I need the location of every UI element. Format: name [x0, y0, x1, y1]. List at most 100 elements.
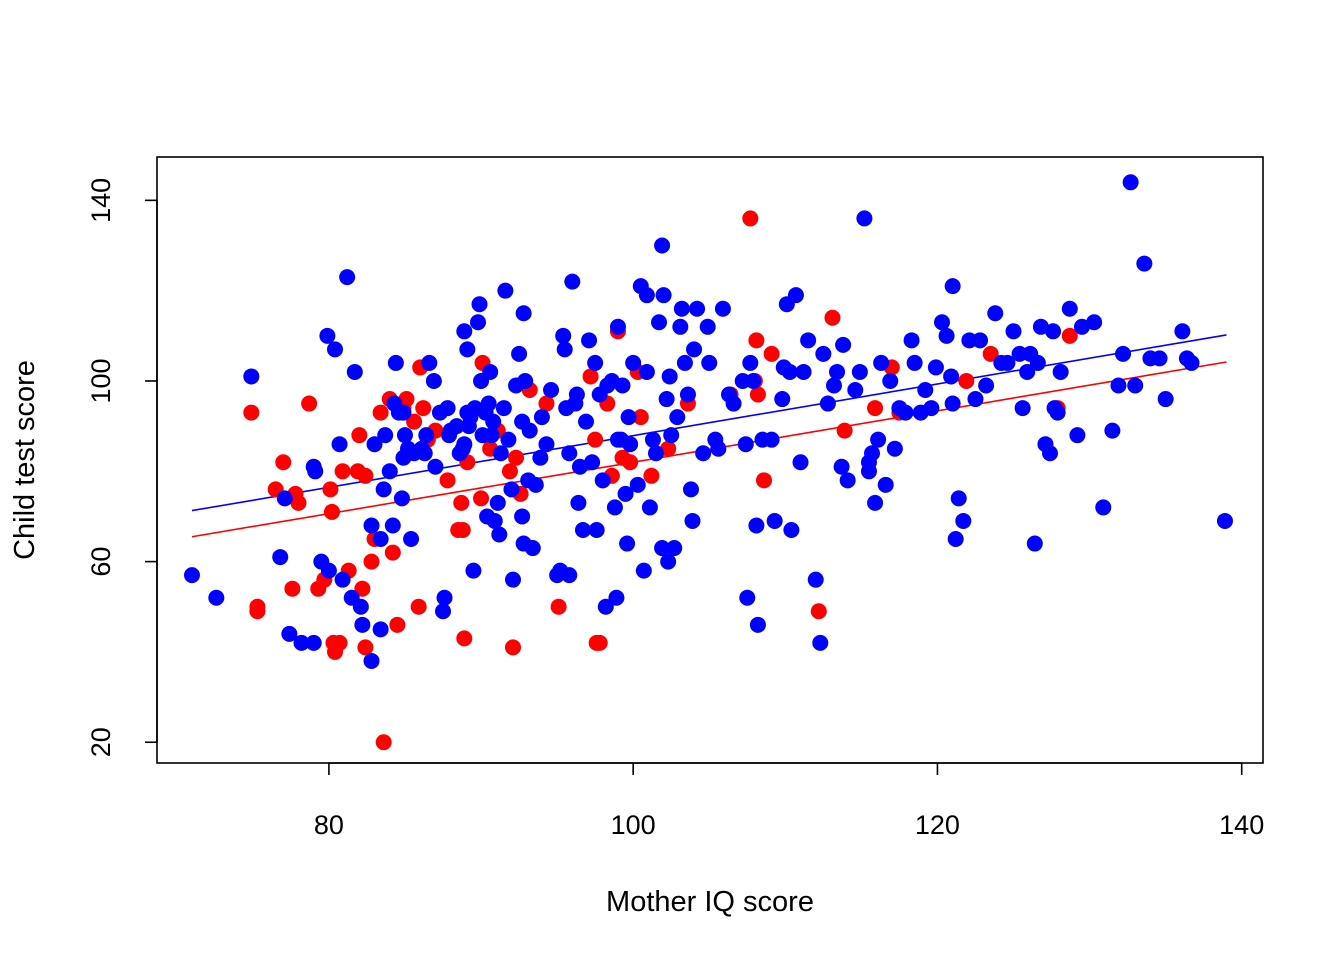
data-point [944, 395, 961, 412]
data-point [655, 287, 672, 304]
data-point [555, 327, 572, 344]
data-point [847, 382, 864, 399]
data-point [927, 359, 944, 376]
data-point [658, 391, 675, 408]
data-point [1026, 535, 1043, 552]
data-point [480, 395, 497, 412]
data-point [363, 652, 380, 669]
data-point [1019, 363, 1036, 380]
data-point [503, 481, 520, 498]
y-tick-label: 20 [86, 727, 116, 757]
data-point [381, 463, 398, 480]
data-point [351, 427, 368, 444]
data-point [856, 210, 873, 227]
data-point [538, 395, 555, 412]
data-point [923, 400, 940, 417]
data-point [672, 318, 689, 335]
data-point [614, 377, 631, 394]
data-point [543, 382, 560, 399]
data-point [676, 354, 693, 371]
data-point [641, 499, 658, 516]
data-point [587, 431, 604, 448]
data-point [972, 332, 989, 349]
data-point [574, 521, 591, 538]
data-point [673, 300, 690, 317]
data-point [1174, 323, 1191, 340]
data-point [395, 404, 412, 421]
data-point [249, 603, 266, 620]
data-point [835, 336, 852, 353]
data-point [307, 463, 324, 480]
data-point [334, 571, 351, 588]
data-point [647, 445, 664, 462]
data-point [1095, 499, 1112, 516]
x-tick-label: 80 [314, 810, 344, 840]
data-point [384, 517, 401, 534]
data-point [538, 436, 555, 453]
data-point [608, 589, 625, 606]
data-point [594, 472, 611, 489]
data-point [742, 210, 759, 227]
data-point [800, 332, 817, 349]
data-point [882, 372, 899, 389]
data-point [366, 436, 383, 453]
data-point [331, 436, 348, 453]
data-point [635, 562, 652, 579]
data-point [588, 521, 605, 538]
data-point [851, 363, 868, 380]
data-point [319, 327, 336, 344]
data-point [515, 305, 532, 322]
data-point [284, 580, 301, 597]
data-point [669, 409, 686, 426]
data-point [1045, 323, 1062, 340]
data-point [398, 391, 415, 408]
data-point [290, 494, 307, 511]
data-point [243, 368, 260, 385]
data-point [459, 341, 476, 358]
data-point [514, 508, 531, 525]
data-point [654, 540, 671, 557]
data-point [421, 354, 438, 371]
data-point [183, 567, 200, 584]
data-point [533, 409, 550, 426]
data-point [425, 372, 442, 389]
data-point [644, 431, 661, 448]
data-point [482, 363, 499, 380]
data-point [917, 382, 934, 399]
data-point [1086, 314, 1103, 331]
data-point [372, 404, 389, 421]
y-axis-label: Child test score [9, 360, 41, 560]
data-point [384, 544, 401, 561]
data-point [323, 503, 340, 520]
data-point [524, 540, 541, 557]
x-tick-label: 140 [1219, 810, 1264, 840]
data-point [695, 445, 712, 462]
data-point [1183, 354, 1200, 371]
data-point [1061, 300, 1078, 317]
data-point [346, 363, 363, 380]
data-point [867, 494, 884, 511]
data-point [1115, 345, 1132, 362]
data-point [406, 413, 423, 430]
data-point [819, 395, 836, 412]
data-point [243, 404, 260, 421]
data-point [305, 634, 322, 651]
data-point [749, 386, 766, 403]
data-point [795, 363, 812, 380]
data-point [320, 562, 337, 579]
data-point [867, 400, 884, 417]
data-point [638, 363, 655, 380]
data-point [725, 395, 742, 412]
data-point [829, 363, 846, 380]
data-point [584, 454, 601, 471]
data-point [873, 354, 890, 371]
data-point [906, 354, 923, 371]
data-point [473, 490, 490, 507]
data-point [943, 368, 960, 385]
data-point [372, 621, 389, 638]
data-point [281, 625, 298, 642]
data-point [354, 580, 371, 597]
data-point [958, 372, 975, 389]
data-point [485, 413, 502, 430]
data-point [987, 305, 1004, 322]
